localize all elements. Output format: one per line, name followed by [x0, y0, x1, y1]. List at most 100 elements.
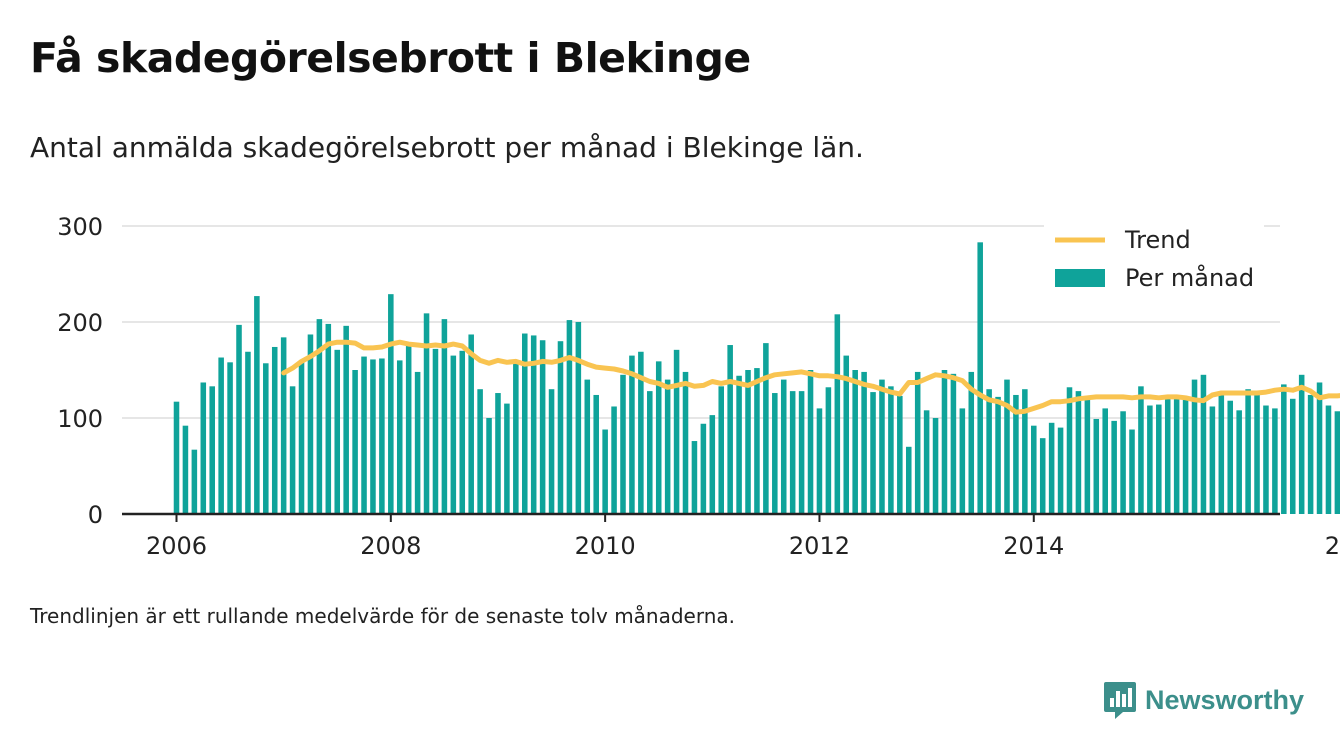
bar [736, 375, 742, 514]
bar [566, 320, 573, 514]
bar [1227, 400, 1234, 514]
x-tick-labels: 2006200820102012201420172019202120232025 [146, 514, 1340, 560]
bar [468, 334, 474, 514]
legend: Trend Per månad [1044, 222, 1264, 298]
footnote: Trendlinjen är ett rullande medelvärde f… [30, 604, 736, 628]
x-tick-label: 2017 [1325, 532, 1340, 560]
bar [941, 370, 948, 514]
bar [379, 358, 385, 514]
bar [789, 391, 796, 514]
bar [396, 360, 403, 514]
bar [1048, 422, 1055, 514]
bar [280, 337, 287, 514]
bar [870, 392, 876, 514]
bar [325, 323, 332, 514]
brand-logo[interactable]: Newsworthy [1103, 680, 1304, 720]
bar [548, 389, 555, 514]
bar [173, 401, 180, 514]
bar [1066, 387, 1073, 514]
bar [209, 386, 215, 514]
bar [611, 406, 617, 514]
bar [700, 423, 707, 514]
bar [772, 393, 778, 514]
bar [575, 322, 582, 514]
bar [861, 371, 867, 514]
y-tick-label: 200 [57, 309, 103, 337]
bar [486, 418, 492, 514]
bar-series [173, 242, 1340, 514]
x-tick-label: 2010 [575, 532, 636, 560]
bar [477, 389, 483, 514]
bar [1191, 379, 1198, 514]
bar [763, 343, 769, 514]
bar [1084, 398, 1091, 514]
bar [745, 370, 751, 514]
bar [1289, 398, 1296, 514]
bar [825, 387, 832, 514]
bar [807, 370, 814, 514]
bar [1200, 374, 1207, 514]
chart-title: Få skadegörelsebrott i Blekinge [30, 34, 751, 82]
bar [539, 340, 546, 514]
bar [709, 415, 716, 514]
bar [218, 357, 224, 514]
bar [361, 356, 367, 514]
x-tick-label: 2006 [146, 532, 207, 560]
bar [459, 350, 466, 514]
bar [182, 425, 189, 514]
bar [647, 391, 653, 514]
bar [1111, 420, 1117, 514]
bar [986, 389, 992, 514]
bar [1075, 391, 1082, 514]
bar [432, 348, 439, 514]
bar [1263, 405, 1269, 514]
bar [664, 379, 671, 514]
bar [245, 351, 251, 514]
bar [602, 429, 608, 514]
bar [727, 345, 733, 514]
bar [691, 441, 698, 514]
brand-name: Newsworthy [1145, 684, 1305, 715]
bar [441, 319, 448, 514]
bar [673, 349, 680, 514]
bar [620, 374, 626, 514]
bar [1245, 389, 1251, 514]
bar [780, 379, 787, 514]
bar [370, 359, 376, 514]
bar [950, 373, 957, 514]
bar [557, 341, 564, 514]
bar [254, 296, 260, 514]
y-tick-labels: 0 100 200 300 [57, 213, 103, 529]
bar [289, 386, 296, 514]
bar [423, 313, 430, 514]
bar [584, 379, 591, 514]
bar [879, 379, 885, 514]
bar [191, 449, 198, 514]
bar [1129, 429, 1135, 514]
bar [852, 370, 858, 514]
bar [914, 371, 921, 514]
bar [1022, 389, 1028, 514]
legend-bar-swatch [1055, 269, 1105, 287]
bar [1031, 425, 1037, 514]
bar [959, 408, 966, 514]
bar [1004, 379, 1010, 514]
bar [754, 368, 760, 514]
bar [1209, 406, 1216, 514]
bar [307, 334, 314, 514]
bar [271, 346, 278, 514]
y-tick-label: 100 [57, 405, 103, 433]
bar [968, 371, 975, 514]
bar [298, 362, 305, 514]
newsworthy-logo-icon [1104, 682, 1136, 719]
bar [263, 363, 269, 514]
bar [1057, 427, 1064, 514]
bar [414, 371, 421, 514]
bar [718, 386, 724, 514]
x-tick-label: 2014 [1003, 532, 1064, 560]
bar [897, 395, 903, 514]
bar [629, 355, 635, 514]
bar [334, 349, 341, 514]
bar [1272, 408, 1278, 514]
